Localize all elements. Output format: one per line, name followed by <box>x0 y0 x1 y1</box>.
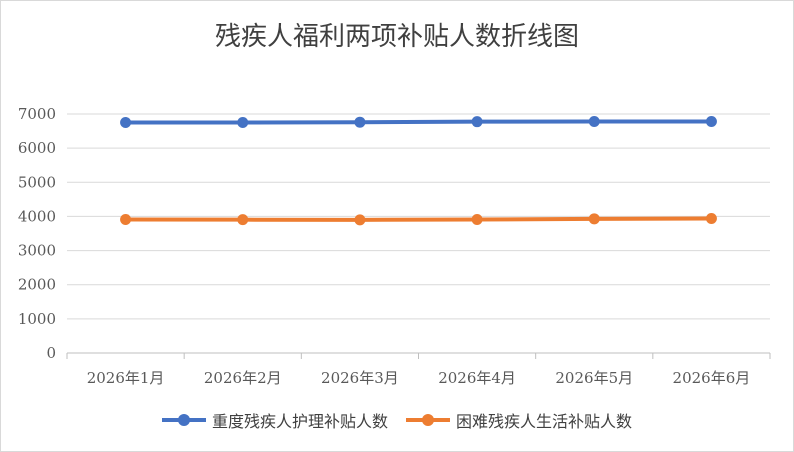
y-tick-label-4: 4000 <box>18 207 56 225</box>
x-tick-label-2: 2026年3月 <box>321 369 399 387</box>
y-tick-label-2: 2000 <box>18 276 56 294</box>
series-2-point-3 <box>354 214 366 226</box>
x-tick-label-0: 2026年1月 <box>87 369 165 387</box>
legend-swatch-series-2 <box>406 414 450 426</box>
x-tick-label-1: 2026年2月 <box>204 369 282 387</box>
x-tick-label-5: 2026年6月 <box>673 369 751 387</box>
series-2-point-2 <box>237 214 249 226</box>
legend: 重度残疾人护理补贴人数 困难残疾人生活补贴人数 <box>0 408 794 432</box>
series-line-1 <box>123 119 714 125</box>
chart-title: 残疾人福利两项补贴人数折线图 <box>214 22 579 52</box>
series-1-point-5 <box>588 116 600 128</box>
series-1-point-6 <box>705 116 717 128</box>
legend-label-series-2: 困难残疾人生活补贴人数 <box>456 412 633 431</box>
series-2-point-4 <box>471 214 483 226</box>
legend-item-series-2: 困难残疾人生活补贴人数 <box>406 408 632 432</box>
y-tick-label-3: 3000 <box>18 242 56 260</box>
x-tick-label-3: 2026年4月 <box>438 369 516 387</box>
y-tick-label-7: 7000 <box>18 105 56 123</box>
y-tick-label-5: 5000 <box>18 173 56 191</box>
x-tick-label-4: 2026年5月 <box>555 369 633 387</box>
y-tick-label-0: 0 <box>46 344 56 362</box>
series-1-point-2 <box>237 117 249 129</box>
series-2-point-6 <box>705 212 717 224</box>
series-line-2 <box>123 216 714 222</box>
legend-label-series-1: 重度残疾人护理补贴人数 <box>211 412 388 431</box>
legend-item-series-1: 重度残疾人护理补贴人数 <box>161 408 388 432</box>
series-2-point-5 <box>588 213 600 225</box>
series-2-point-1 <box>120 214 132 226</box>
series-1-point-1 <box>120 117 132 129</box>
y-tick-label-6: 6000 <box>18 139 56 157</box>
series-1-point-3 <box>354 116 366 128</box>
series-1-point-4 <box>471 116 483 128</box>
legend-swatch-series-1 <box>161 414 206 426</box>
y-tick-label-1: 1000 <box>18 310 56 328</box>
